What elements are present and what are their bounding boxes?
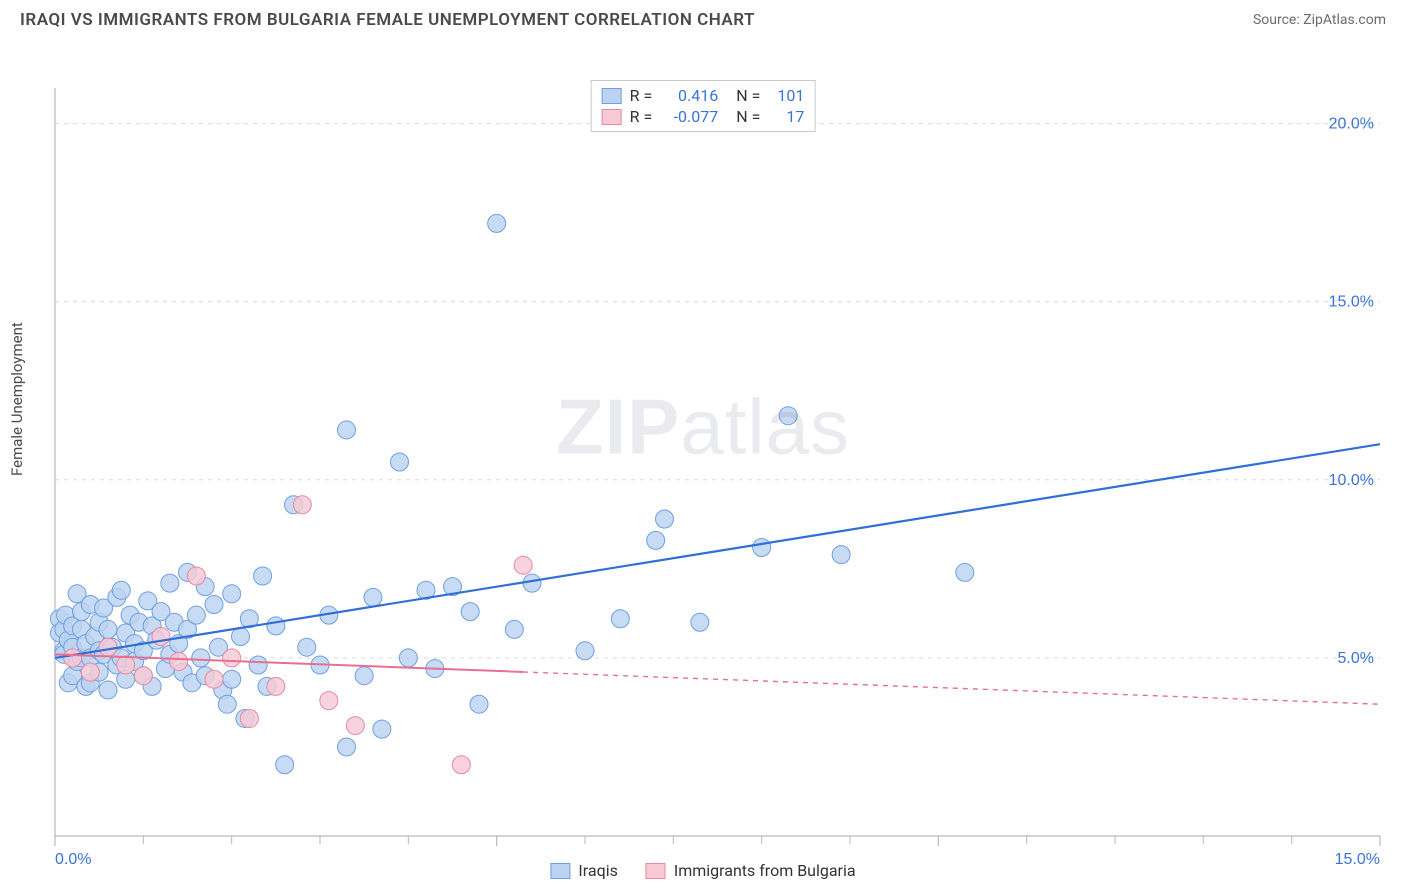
svg-text:20.0%: 20.0%: [1329, 116, 1374, 133]
chart-source: Source: ZipAtlas.com: [1253, 12, 1386, 28]
stat-n-label: N =: [736, 86, 760, 105]
legend-item: Iraqis: [550, 861, 617, 880]
stats-legend-box: R = 0.416 N = 101 R = -0.077 N = 17: [591, 80, 816, 132]
svg-text:15.0%: 15.0%: [1335, 851, 1380, 868]
stats-row: R = 0.416 N = 101: [602, 85, 805, 106]
svg-text:5.0%: 5.0%: [1338, 650, 1374, 667]
stat-r-value: 0.416: [660, 86, 718, 105]
chart-header: IRAQI VS IMMIGRANTS FROM BULGARIA FEMALE…: [0, 0, 1406, 36]
stat-r-value: -0.077: [660, 107, 718, 126]
legend-label: Immigrants from Bulgaria: [674, 861, 856, 880]
legend-item: Immigrants from Bulgaria: [646, 861, 856, 880]
stat-n-label: N =: [736, 107, 760, 126]
bottom-legend: Iraqis Immigrants from Bulgaria: [550, 861, 855, 880]
chart-title: IRAQI VS IMMIGRANTS FROM BULGARIA FEMALE…: [20, 10, 755, 30]
stat-r-label: R =: [630, 107, 653, 126]
stat-r-label: R =: [630, 86, 653, 105]
svg-text:15.0%: 15.0%: [1329, 294, 1374, 311]
series-swatch: [602, 109, 622, 125]
chart-area: Female Unemployment ZIPatlas 5.0%10.0%15…: [0, 36, 1406, 886]
legend-label: Iraqis: [578, 861, 617, 880]
stats-row: R = -0.077 N = 17: [602, 106, 805, 127]
svg-text:10.0%: 10.0%: [1329, 472, 1374, 489]
svg-text:0.0%: 0.0%: [55, 851, 91, 868]
stat-n-value: 101: [768, 86, 804, 105]
legend-swatch: [646, 863, 666, 879]
series-swatch: [602, 88, 622, 104]
y-axis-label: Female Unemployment: [8, 322, 26, 476]
stat-n-value: 17: [768, 107, 804, 126]
legend-swatch: [550, 863, 570, 879]
scatter-plot: 5.0% 10.0% 15.0% 20.0% 0.0% 15.0%: [0, 36, 1406, 886]
